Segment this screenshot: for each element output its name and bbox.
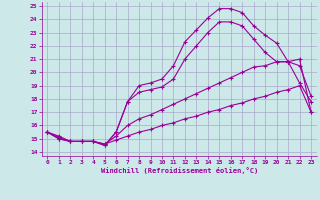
X-axis label: Windchill (Refroidissement éolien,°C): Windchill (Refroidissement éolien,°C) — [100, 167, 258, 174]
